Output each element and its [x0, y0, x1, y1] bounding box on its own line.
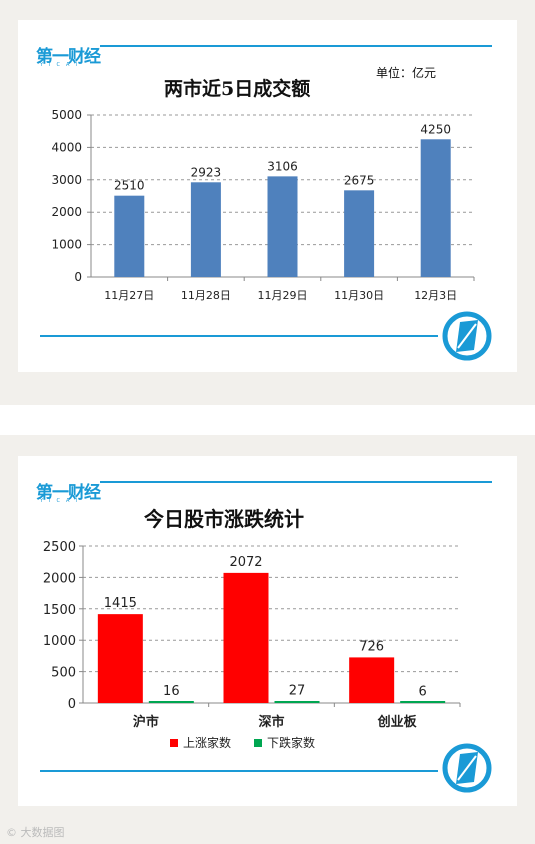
brand-logo: 第一财经: [36, 483, 101, 503]
y-tick-label: 1000: [43, 634, 76, 649]
brand-logo-sub: YICAI: [40, 498, 83, 504]
x-tick-label: 沪市: [133, 714, 159, 730]
x-tick-label: 11月28日: [181, 289, 231, 302]
data-label: 1415: [104, 596, 137, 611]
y-tick-label: 1500: [43, 603, 76, 618]
chart-card-1: 第一财经 YICAI 两市近5日成交额 单位：亿元 0 1000 2000 3000 4…: [18, 20, 517, 372]
y-tick-label: 5000: [51, 108, 82, 122]
legend-swatch: [170, 739, 178, 747]
x-tick-label: 深市: [258, 714, 284, 730]
x-tick-label: 11月27日: [104, 289, 154, 302]
y-tick-label: 2000: [43, 571, 76, 586]
x-tick-label: 11月29日: [258, 289, 308, 302]
bar: [97, 614, 143, 703]
y-tick-label: 1000: [51, 238, 82, 252]
y-tick-label: 500: [51, 666, 76, 681]
footer-rule: [40, 335, 438, 337]
y-tick-label: 0: [74, 270, 82, 284]
data-label: 2510: [114, 179, 145, 193]
y-tick-label: 0: [68, 697, 76, 712]
data-label: 2675: [344, 173, 375, 187]
bar: [148, 701, 194, 703]
legend-swatch: [254, 739, 262, 747]
brand-logo: 第一财经: [36, 47, 101, 67]
y-tick-label: 2500: [43, 540, 76, 555]
chart-2-plot: 0 500 1000 1500 2000 2500 1415 16 沪市 2072 27 深市 726 6…: [43, 540, 461, 750]
y-tick-label: 3000: [51, 173, 82, 187]
chart-title: 今日股市涨跌统计: [144, 507, 304, 531]
footer-emblem-icon: [442, 743, 492, 793]
watermark: © 大数据图: [6, 826, 65, 839]
bar: [274, 701, 320, 703]
bar: [344, 190, 375, 277]
chart-1-plot: 0 1000 2000 3000 4000 5000 2510 11月27日 2923 11月28…: [51, 108, 475, 302]
data-label: 27: [289, 683, 306, 698]
bar: [190, 182, 221, 277]
y-tick-label: 4000: [51, 140, 82, 154]
legend-label: 上涨家数: [183, 735, 231, 750]
header-rule: [100, 481, 492, 483]
x-tick-label: 12月3日: [414, 289, 457, 302]
bar: [349, 657, 395, 703]
x-tick-label: 创业板: [377, 714, 418, 730]
legend-label: 下跌家数: [267, 735, 315, 750]
bar: [400, 701, 446, 703]
data-label: 6: [419, 685, 427, 700]
bar: [223, 572, 269, 703]
data-label: 16: [163, 684, 180, 699]
footer-emblem-icon: [442, 311, 492, 361]
brand-logo-sub: YICAI: [40, 62, 83, 68]
bar: [114, 195, 145, 277]
data-label: 2072: [229, 555, 262, 570]
bar: [267, 176, 298, 277]
unit-label: 单位：亿元: [376, 66, 437, 80]
header-rule: [100, 45, 492, 47]
data-label: 4250: [420, 122, 451, 136]
bar: [420, 139, 451, 277]
footer-rule: [40, 770, 438, 772]
chart-title: 两市近5日成交额: [164, 78, 311, 100]
data-label: 3106: [267, 159, 298, 173]
x-tick-label: 11月30日: [334, 289, 384, 302]
y-tick-label: 2000: [51, 205, 82, 219]
data-label: 2923: [191, 165, 222, 179]
chart-card-2: 第一财经 YICAI 今日股市涨跌统计 0 500 1000 1500 2000 2500…: [18, 456, 517, 806]
data-label: 726: [359, 639, 384, 654]
